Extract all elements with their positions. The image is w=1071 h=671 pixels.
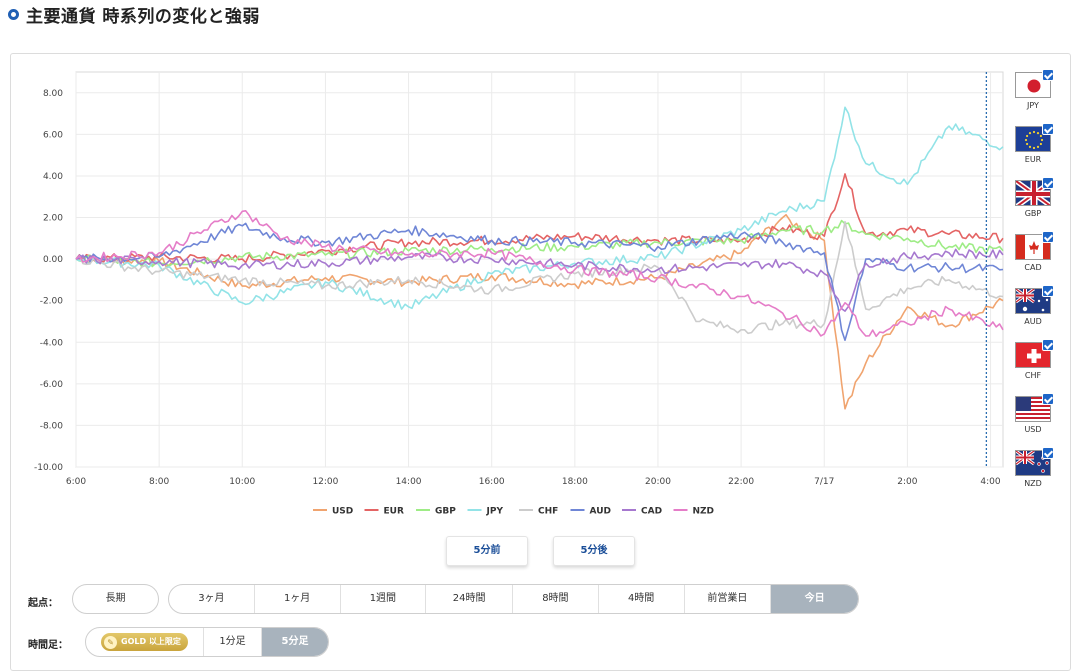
checkbox-checked-icon[interactable] (1042, 285, 1054, 297)
flag-label: CAD (1024, 263, 1042, 272)
x-tick-label: 6:00 (66, 477, 86, 487)
y-tick-label: -6.00 (40, 380, 64, 390)
start-point-label: 起点： (28, 598, 58, 609)
flag-toggle-usd[interactable]: USD (1014, 393, 1054, 448)
flag-label: JPY (1027, 101, 1039, 110)
legend-label: NZD (693, 507, 715, 517)
series-line-gbp (75, 219, 1004, 268)
start-long-term-button[interactable]: 長期 (72, 584, 159, 614)
legend-label: GBP (435, 507, 456, 517)
checkbox-checked-icon[interactable] (1042, 339, 1054, 351)
flag-toggle-chf[interactable]: CHF (1014, 339, 1054, 394)
timeframe-label: 時間足： (28, 640, 68, 651)
legend-label: CAD (641, 507, 662, 517)
start-option-button[interactable]: 1ヶ月 (255, 585, 341, 613)
flag-label: NZD (1024, 479, 1042, 488)
legend-item-gbp[interactable]: GBP (416, 507, 456, 517)
series-line-aud (75, 222, 1004, 341)
y-tick-label: -8.00 (40, 421, 64, 431)
legend-item-eur[interactable]: EUR (364, 507, 404, 517)
y-tick-label: 8.00 (43, 89, 63, 99)
checkbox-checked-icon[interactable] (1042, 231, 1054, 243)
legend-item-jpy[interactable]: JPY (467, 507, 504, 517)
legend-item-chf[interactable]: CHF (519, 507, 558, 517)
checkbox-checked-icon[interactable] (1042, 447, 1054, 459)
x-tick-label: 7/17 (814, 477, 834, 487)
gold-only-badge: ✎ GOLD 以上限定 (86, 628, 204, 656)
x-tick-label: 14:00 (396, 477, 422, 487)
page-title: 主要通貨 時系列の変化と強弱 (26, 6, 260, 27)
legend-item-aud[interactable]: AUD (570, 507, 611, 517)
x-tick-label: 20:00 (645, 477, 671, 487)
gbp-flag-icon (1015, 180, 1051, 206)
start-option-button[interactable]: 4時間 (599, 585, 685, 613)
next-5min-button[interactable]: 5分後 (553, 536, 635, 566)
x-tick-label: 18:00 (562, 477, 588, 487)
legend-label: AUD (590, 507, 611, 517)
series-line-jpy (75, 106, 1004, 310)
flag-toggle-jpy[interactable]: JPY (1014, 69, 1054, 124)
series-line-chf (75, 220, 1004, 335)
prev-5min-button[interactable]: 5分前 (446, 536, 528, 566)
start-option-button[interactable]: 1週間 (341, 585, 427, 613)
y-tick-label: 0.00 (43, 255, 63, 265)
page-header: 主要通貨 時系列の変化と強弱 (8, 2, 260, 27)
y-tick-label: 2.00 (43, 214, 63, 224)
title-bullet-icon (8, 8, 19, 20)
flag-label: USD (1024, 425, 1042, 434)
y-tick-label: -2.00 (40, 297, 64, 307)
timeframe-selector: ✎ GOLD 以上限定 1分足 5分足 (85, 627, 329, 657)
x-tick-label: 16:00 (479, 477, 505, 487)
timeframe-option-button[interactable]: 1分足 (204, 628, 262, 656)
x-tick-label: 22:00 (728, 477, 754, 487)
series-line-nzd (75, 210, 1004, 338)
legend-item-usd[interactable]: USD (313, 507, 353, 517)
x-tick-label: 8:00 (149, 477, 169, 487)
gold-badge-label: GOLD 以上限定 (121, 637, 181, 646)
start-option-button[interactable]: 24時間 (426, 585, 513, 613)
start-option-button[interactable]: 今日 (771, 585, 858, 613)
checkbox-checked-icon[interactable] (1042, 177, 1054, 189)
legend-item-cad[interactable]: CAD (622, 507, 662, 517)
legend-item-nzd[interactable]: NZD (673, 507, 715, 517)
gold-icon: ✎ (104, 635, 118, 649)
flag-label: AUD (1024, 317, 1042, 326)
flag-toggle-eur[interactable]: EUR (1014, 123, 1054, 178)
x-tick-label: 2:00 (897, 477, 917, 487)
flag-label: CHF (1024, 371, 1042, 380)
gold-badge-pill: ✎ GOLD 以上限定 (101, 633, 188, 651)
checkbox-checked-icon[interactable] (1042, 69, 1054, 81)
start-option-button[interactable]: 3ヶ月 (169, 585, 255, 613)
series-line-cad (75, 248, 1004, 312)
flag-toggle-aud[interactable]: AUD (1014, 285, 1054, 340)
currency-strength-chart: 8.00 6.00 4.00 2.00 0.00 -2.00 -4.00 -6.00 -8.00… (34, 71, 1004, 517)
legend-label: CHF (538, 507, 558, 517)
series-line-usd (75, 214, 1004, 410)
legend-label: EUR (384, 507, 404, 517)
cad-flag-icon (1015, 234, 1051, 260)
legend-label: JPY (486, 507, 504, 517)
flag-toggle-nzd[interactable]: NZD (1014, 447, 1054, 502)
x-tick-label: 12:00 (312, 477, 338, 487)
checkbox-checked-icon[interactable] (1042, 393, 1054, 405)
timeframe-option-button[interactable]: 5分足 (262, 628, 328, 656)
y-tick-label: -10.00 (34, 463, 63, 473)
x-tick-label: 4:00 (980, 477, 1000, 487)
start-option-button[interactable]: 前営業日 (685, 585, 772, 613)
aud-flag-icon (1015, 288, 1051, 314)
flag-toggle-cad[interactable]: CAD (1014, 231, 1054, 286)
start-option-button[interactable]: 8時間 (513, 585, 599, 613)
checkbox-checked-icon[interactable] (1042, 123, 1054, 135)
start-point-selector: 3ヶ月 1ヶ月 1週間 24時間 8時間 4時間 前営業日 今日 (168, 584, 859, 614)
flag-toggle-gbp[interactable]: GBP (1014, 177, 1054, 232)
flag-label: EUR (1024, 155, 1042, 164)
y-tick-label: 4.00 (43, 172, 63, 182)
y-tick-label: -4.00 (40, 338, 64, 348)
y-tick-label: 6.00 (43, 130, 63, 140)
flag-label: GBP (1024, 209, 1042, 218)
x-tick-label: 10:00 (229, 477, 255, 487)
legend-label: USD (332, 507, 353, 517)
